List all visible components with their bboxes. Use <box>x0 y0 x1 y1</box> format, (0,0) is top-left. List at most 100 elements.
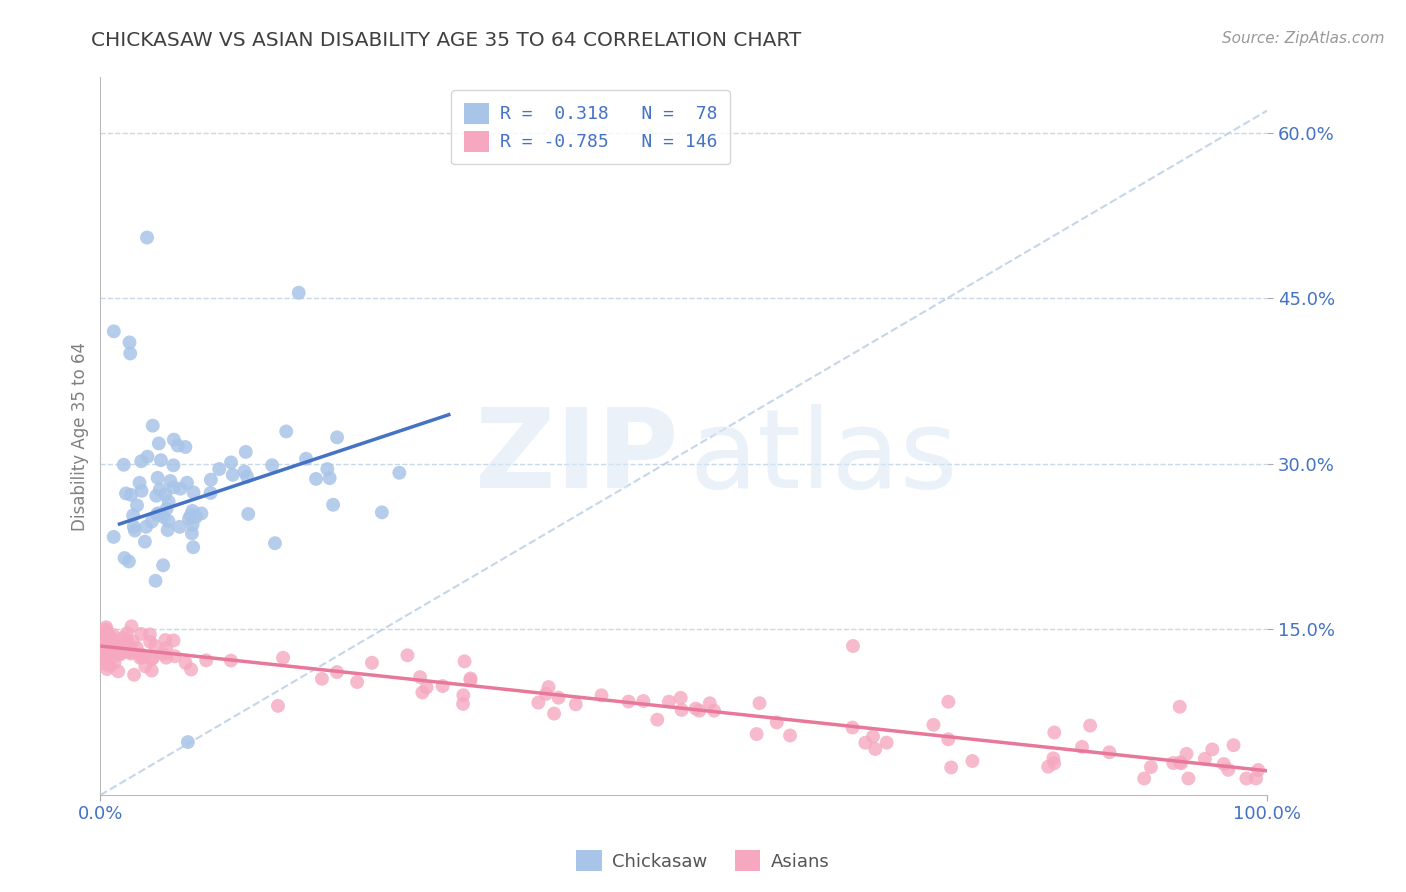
Point <box>1036 760 1059 774</box>
Point <box>141 664 163 678</box>
Point <box>671 703 693 717</box>
Point <box>129 454 152 468</box>
Point <box>411 685 433 699</box>
Point <box>101 647 124 661</box>
Point <box>122 508 145 523</box>
Point <box>862 730 884 744</box>
Point <box>156 523 179 537</box>
Point <box>453 654 475 668</box>
Point <box>326 665 349 679</box>
Point <box>112 458 135 472</box>
Point <box>98 658 121 673</box>
Point <box>129 627 152 641</box>
Point <box>264 536 287 550</box>
Point <box>103 530 125 544</box>
Point <box>155 650 177 665</box>
Point <box>853 736 876 750</box>
Point <box>98 642 121 657</box>
Point <box>96 662 118 676</box>
Point <box>142 418 165 433</box>
Point <box>271 650 294 665</box>
Point <box>131 483 153 498</box>
Point <box>1071 739 1094 754</box>
Point <box>162 633 184 648</box>
Point <box>699 696 721 710</box>
Point <box>103 645 125 659</box>
Point <box>841 721 863 735</box>
Point <box>748 696 770 710</box>
Point <box>177 735 200 749</box>
Point <box>125 499 148 513</box>
Point <box>262 458 284 473</box>
Point <box>1043 756 1066 771</box>
Point <box>101 628 124 642</box>
Point <box>180 508 202 523</box>
Point <box>107 637 129 651</box>
Point <box>1170 756 1192 771</box>
Point <box>124 524 146 538</box>
Point <box>96 642 118 657</box>
Point <box>322 498 344 512</box>
Point <box>114 643 136 657</box>
Point <box>1140 760 1163 774</box>
Point <box>162 458 184 473</box>
Point <box>159 474 181 488</box>
Point <box>163 433 186 447</box>
Point <box>1078 718 1101 732</box>
Point <box>318 471 340 485</box>
Point <box>316 462 339 476</box>
Point <box>174 656 197 670</box>
Point <box>543 706 565 721</box>
Point <box>139 627 162 641</box>
Point <box>155 641 177 656</box>
Point <box>139 635 162 649</box>
Point <box>1133 772 1156 786</box>
Point <box>941 760 963 774</box>
Point <box>1168 756 1191 770</box>
Point <box>115 626 138 640</box>
Point <box>1194 752 1216 766</box>
Point <box>125 640 148 655</box>
Point <box>267 698 290 713</box>
Point <box>415 681 437 695</box>
Point <box>148 506 170 520</box>
Point <box>361 656 384 670</box>
Point <box>195 653 218 667</box>
Point <box>842 639 865 653</box>
Point <box>534 687 557 701</box>
Point <box>922 718 945 732</box>
Point <box>311 672 333 686</box>
Point <box>181 504 204 518</box>
Y-axis label: Disability Age 35 to 64: Disability Age 35 to 64 <box>72 342 89 531</box>
Point <box>96 620 118 634</box>
Point <box>765 715 787 730</box>
Point <box>96 624 118 639</box>
Point <box>219 455 242 469</box>
Point <box>96 653 118 667</box>
Point <box>118 641 141 656</box>
Point <box>96 633 118 648</box>
Point <box>97 634 120 648</box>
Point <box>166 439 188 453</box>
Point <box>936 695 959 709</box>
Point <box>149 483 172 497</box>
Point <box>219 654 242 668</box>
Point <box>432 679 454 693</box>
Point <box>190 507 212 521</box>
Point <box>118 554 141 568</box>
Point <box>129 651 152 665</box>
Point <box>112 631 135 645</box>
Point <box>117 641 139 656</box>
Point <box>962 754 984 768</box>
Point <box>1042 751 1064 765</box>
Point <box>115 634 138 648</box>
Point <box>236 469 259 483</box>
Point <box>460 673 482 687</box>
Point <box>128 475 150 490</box>
Point <box>1043 725 1066 739</box>
Point <box>120 647 142 661</box>
Point <box>122 520 145 534</box>
Point <box>129 648 152 662</box>
Point <box>295 451 318 466</box>
Point <box>305 472 328 486</box>
